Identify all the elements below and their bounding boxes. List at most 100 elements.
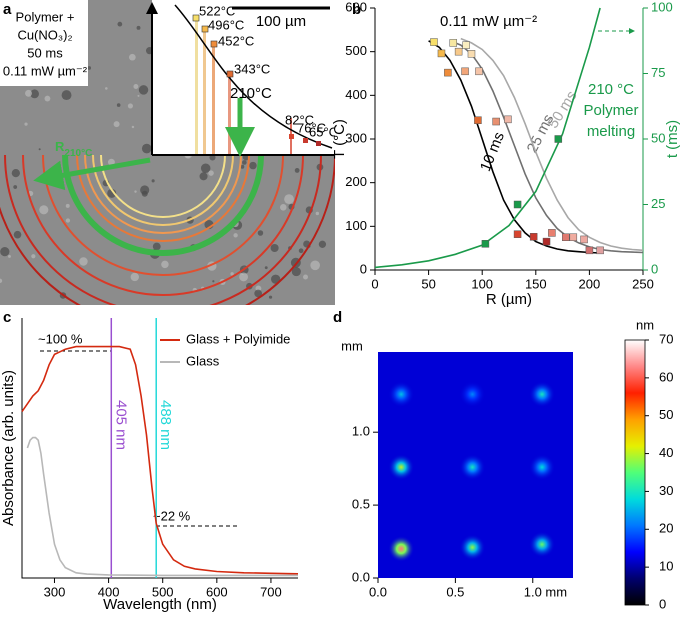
speckle	[128, 53, 136, 61]
speckle	[8, 254, 11, 258]
y2-tick-label: 0	[651, 261, 658, 276]
temperature-label: 496°C	[208, 17, 244, 32]
point	[504, 115, 512, 124]
arc	[92, 154, 234, 226]
arc	[84, 154, 242, 234]
x-tick-label: 100	[471, 276, 493, 291]
y-tick-label: 100	[345, 218, 367, 233]
temperature-label: 452°C	[218, 33, 254, 48]
speckle	[39, 205, 49, 215]
speckle	[0, 278, 3, 283]
speckle	[131, 125, 135, 129]
y2-axis-label: t (ms)	[664, 120, 681, 158]
inset-curve	[174, 4, 333, 149]
arc	[0, 154, 335, 305]
condition: Polymer +	[16, 9, 75, 24]
speckle	[315, 211, 320, 216]
point	[444, 68, 452, 77]
speckle	[38, 148, 41, 151]
speckle	[318, 240, 327, 248]
line	[460, 37, 644, 252]
y-tick-label: 1.0	[352, 424, 370, 439]
point	[529, 233, 538, 241]
temperature-label: 343°C	[234, 61, 270, 76]
point	[513, 200, 522, 209]
y-axis-label: T (°C)	[331, 119, 348, 159]
speckle	[24, 122, 28, 126]
spot	[529, 531, 556, 558]
point	[475, 67, 483, 76]
point	[580, 235, 588, 244]
point	[562, 233, 570, 241]
speckle	[105, 87, 108, 90]
speckle	[134, 190, 137, 193]
legend-label: Glass	[186, 353, 220, 368]
y2-tick-label: 25	[651, 196, 665, 211]
axis-frame	[21, 318, 298, 579]
radius-label: R210°C	[55, 139, 92, 158]
y-tick-label: 200	[345, 174, 367, 189]
point	[542, 237, 551, 246]
arcs	[0, 154, 335, 305]
x-tick-label: 400	[98, 584, 120, 599]
spot	[388, 454, 415, 481]
speckle	[116, 103, 121, 107]
point	[449, 39, 458, 47]
temperature-label: 522°C	[199, 3, 235, 18]
panel-a: Polymer + Cu(NO₃)₂ 50 ms 0.11 mW µm⁻² 10…	[0, 0, 338, 305]
inset-point	[303, 138, 308, 143]
colorbar-tick-label: 30	[659, 483, 673, 498]
speckle	[11, 168, 20, 178]
speckle	[65, 218, 71, 223]
speckle	[239, 272, 249, 282]
x-tick-label: 250	[632, 276, 654, 291]
speckle	[141, 143, 152, 154]
speckle	[107, 158, 115, 166]
line	[374, 7, 601, 269]
line	[21, 345, 299, 575]
speckle	[13, 185, 18, 189]
spot	[459, 534, 486, 561]
colorbar-tick-label: 70	[659, 331, 673, 346]
inset-bar	[228, 75, 231, 155]
speckle	[208, 170, 214, 176]
temperature-label: 76°C	[297, 120, 326, 135]
inset-point	[210, 40, 218, 48]
point	[492, 117, 500, 126]
speckle	[270, 243, 279, 253]
speckle	[151, 179, 155, 183]
spot	[459, 454, 486, 481]
point	[462, 41, 470, 49]
temperature-label: 65°C	[309, 124, 338, 139]
panel-label: b	[352, 1, 361, 18]
arc-melting	[62, 154, 264, 256]
speckle	[233, 233, 238, 238]
speckle	[113, 121, 120, 128]
speckle	[13, 230, 22, 239]
line	[26, 436, 298, 577]
point	[454, 47, 463, 56]
speckle	[25, 89, 32, 97]
spot	[529, 381, 556, 408]
speckle	[61, 90, 72, 101]
inset-point	[289, 134, 294, 139]
speckle	[79, 257, 88, 266]
speckle	[107, 188, 117, 198]
x-tick-label: 500	[152, 584, 174, 599]
speckle	[298, 248, 304, 254]
annotation: ~100 %	[38, 331, 83, 346]
arc	[22, 154, 304, 296]
point	[554, 135, 563, 143]
speckle	[161, 260, 169, 269]
point	[437, 49, 446, 58]
speckle	[254, 289, 263, 298]
speckle	[280, 204, 287, 211]
annotation: Polymer	[583, 102, 638, 119]
scale-label: 100 µm	[256, 13, 306, 30]
speckle	[303, 274, 309, 280]
arc	[100, 154, 226, 218]
annotation: melting	[587, 123, 635, 140]
inset-point	[192, 14, 200, 22]
